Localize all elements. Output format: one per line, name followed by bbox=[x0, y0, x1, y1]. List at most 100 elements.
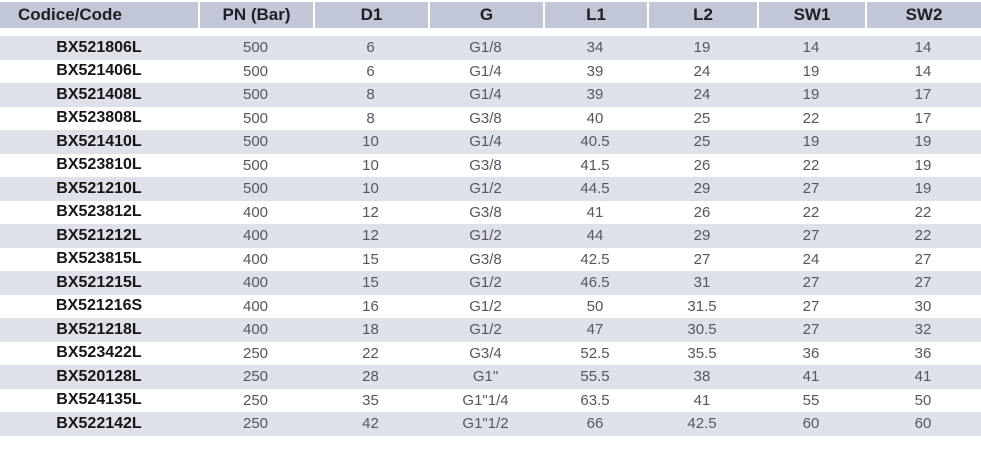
cell-value: 10 bbox=[362, 180, 379, 198]
cell-value: 500 bbox=[242, 180, 269, 198]
cell-value: 63.5 bbox=[580, 391, 610, 409]
cell-value: 22 bbox=[914, 227, 932, 245]
cell-code: BX521215L bbox=[56, 273, 142, 291]
table-row: BX523810L 500 10 G3/8 41.5 26 22 19 bbox=[0, 153, 981, 177]
cell-value: 24 bbox=[802, 250, 820, 268]
cell-value: 15 bbox=[362, 250, 379, 268]
cell-code: BX523422L bbox=[56, 344, 142, 362]
table-row: BX521806L 500 6 G1/8 34 19 14 14 bbox=[0, 36, 981, 60]
cell-value: 27 bbox=[802, 274, 820, 292]
cell-value: 60 bbox=[802, 415, 820, 433]
cell-code: BX523810L bbox=[56, 156, 142, 174]
cell-value: 66 bbox=[586, 415, 604, 433]
cell-code: BX521218L bbox=[56, 320, 142, 338]
cell-value: G3/8 bbox=[469, 156, 502, 174]
cell-code: BX521216S bbox=[55, 297, 143, 315]
cell-value: 41 bbox=[802, 368, 820, 386]
cell-value: 10 bbox=[362, 133, 379, 151]
cell-value: 8 bbox=[366, 109, 375, 127]
column-header-l2: L2 bbox=[647, 2, 757, 36]
cell-value: G1"1/2 bbox=[462, 415, 509, 433]
cell-value: 19 bbox=[914, 156, 932, 174]
table-row: BX521406L 500 6 G1/4 39 24 19 14 bbox=[0, 59, 981, 83]
column-header-sw2: SW2 bbox=[865, 2, 981, 36]
column-header-sw1: SW1 bbox=[757, 2, 865, 36]
column-header-pn-bar: PN (Bar) bbox=[198, 2, 313, 36]
cell-value: G1/8 bbox=[469, 39, 502, 57]
cell-value: G3/8 bbox=[469, 250, 502, 268]
cell-value: G1/4 bbox=[469, 62, 502, 80]
cell-value: 35.5 bbox=[687, 344, 717, 362]
cell-value: 8 bbox=[366, 86, 375, 104]
cell-value: 26 bbox=[693, 156, 711, 174]
cell-value: 400 bbox=[242, 321, 269, 339]
cell-value: 27 bbox=[802, 297, 820, 315]
cell-value: 41 bbox=[693, 391, 711, 409]
cell-value: 50 bbox=[914, 391, 932, 409]
cell-value: 400 bbox=[242, 227, 269, 245]
cell-value: 29 bbox=[693, 227, 711, 245]
cell-value: 19 bbox=[693, 39, 711, 57]
table-row: BX521210L 500 10 G1/2 44.5 29 27 19 bbox=[0, 177, 981, 201]
cell-value: 26 bbox=[693, 203, 711, 221]
cell-value: 27 bbox=[802, 180, 820, 198]
cell-value: 44.5 bbox=[580, 180, 610, 198]
cell-value: 31.5 bbox=[687, 297, 717, 315]
cell-value: 50 bbox=[586, 297, 604, 315]
product-spec-table: Codice/Code PN (Bar) D1 G L1 L2 SW1 SW2 … bbox=[0, 2, 981, 436]
cell-value: 28 bbox=[362, 368, 379, 386]
cell-value: 25 bbox=[693, 109, 711, 127]
cell-value: G1/4 bbox=[469, 133, 502, 151]
cell-value: 22 bbox=[362, 344, 379, 362]
cell-value: 250 bbox=[242, 415, 269, 433]
cell-value: 500 bbox=[242, 62, 269, 80]
cell-code: BX524135L bbox=[56, 391, 142, 409]
cell-value: 10 bbox=[362, 156, 379, 174]
cell-value: G1/4 bbox=[469, 86, 502, 104]
cell-value: 22 bbox=[802, 109, 820, 127]
table-row: BX521410L 500 10 G1/4 40.5 25 19 19 bbox=[0, 130, 981, 154]
cell-value: 22 bbox=[914, 203, 932, 221]
column-header-d1: D1 bbox=[313, 2, 428, 36]
cell-value: 30.5 bbox=[687, 321, 717, 339]
cell-code: BX521806L bbox=[56, 38, 142, 56]
cell-value: 500 bbox=[242, 156, 269, 174]
cell-value: 24 bbox=[693, 62, 711, 80]
cell-code: BX523812L bbox=[56, 203, 142, 221]
cell-code: BX521410L bbox=[56, 132, 142, 150]
table-row: BX523812L 400 12 G3/8 41 26 22 22 bbox=[0, 200, 981, 224]
cell-code: BX521210L bbox=[56, 179, 142, 197]
cell-value: 14 bbox=[914, 39, 932, 57]
header-row: Codice/Code PN (Bar) D1 G L1 L2 SW1 SW2 bbox=[0, 2, 981, 36]
table-body: BX521806L 500 6 G1/8 34 19 14 14 BX521406L 500 6 G1… bbox=[0, 36, 981, 436]
cell-value: 19 bbox=[802, 62, 820, 80]
cell-value: 39 bbox=[586, 86, 604, 104]
cell-value: 55.5 bbox=[580, 368, 610, 386]
cell-value: 16 bbox=[362, 297, 379, 315]
cell-value: G1/2 bbox=[469, 321, 502, 339]
cell-value: 40 bbox=[586, 109, 604, 127]
column-header-g: G bbox=[428, 2, 543, 36]
cell-value: 42 bbox=[362, 415, 379, 433]
cell-value: 30 bbox=[914, 297, 932, 315]
cell-value: 39 bbox=[586, 62, 604, 80]
cell-value: 31 bbox=[693, 274, 711, 292]
cell-value: 29 bbox=[693, 180, 711, 198]
cell-value: 14 bbox=[802, 39, 820, 57]
cell-value: 400 bbox=[242, 297, 269, 315]
cell-value: 47 bbox=[586, 321, 604, 339]
cell-value: 500 bbox=[242, 133, 269, 151]
cell-value: G3/8 bbox=[469, 203, 502, 221]
cell-value: 15 bbox=[362, 274, 379, 292]
table-row: BX521215L 400 15 G1/2 46.5 31 27 27 bbox=[0, 271, 981, 295]
table-row: BX523422L 250 22 G3/4 52.5 35.5 36 36 bbox=[0, 341, 981, 365]
cell-value: 17 bbox=[914, 109, 932, 127]
cell-value: 52.5 bbox=[580, 344, 610, 362]
cell-value: 12 bbox=[362, 227, 379, 245]
column-header-codice-code: Codice/Code bbox=[0, 2, 198, 36]
cell-value: 27 bbox=[914, 274, 932, 292]
cell-value: 19 bbox=[914, 180, 932, 198]
cell-value: 25 bbox=[693, 133, 711, 151]
cell-value: 500 bbox=[242, 86, 269, 104]
cell-value: 250 bbox=[242, 344, 269, 362]
